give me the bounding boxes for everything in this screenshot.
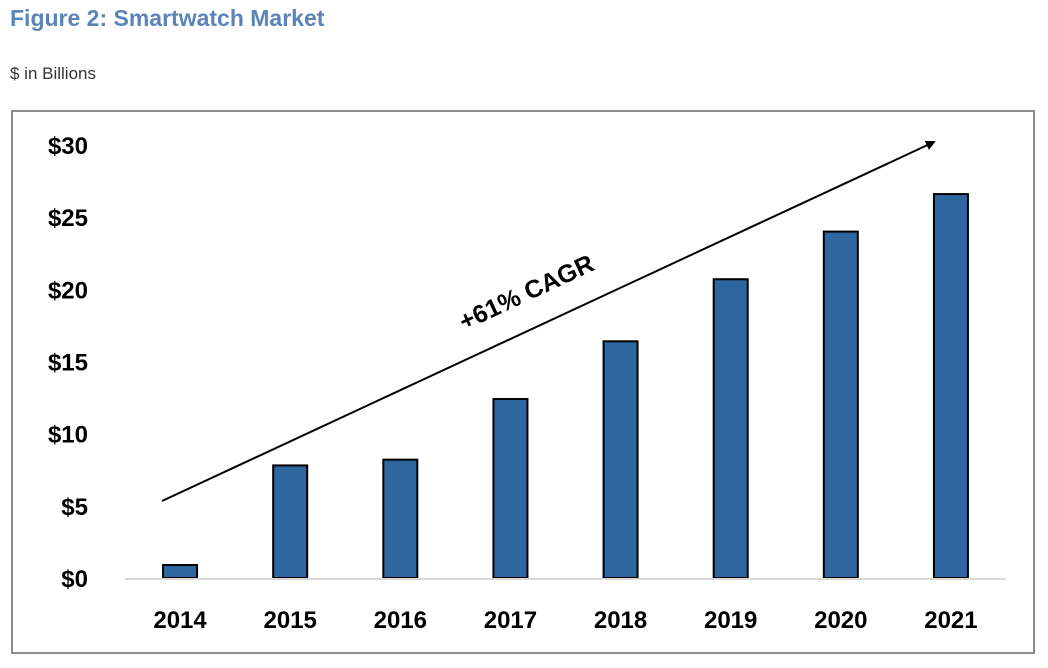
y-tick-label: $0 xyxy=(61,566,88,593)
y-tick-label: $30 xyxy=(48,133,88,160)
y-tick-label: $10 xyxy=(48,422,88,449)
cagr-annotation: +61% CAGR xyxy=(455,249,598,336)
bar-2021 xyxy=(932,193,969,579)
x-tick-label: 2021 xyxy=(924,607,977,634)
x-tick-label: 2014 xyxy=(153,607,207,634)
x-tick-label: 2018 xyxy=(594,607,647,634)
bar-2014 xyxy=(162,564,199,580)
x-tick-label: 2017 xyxy=(484,607,537,634)
cagr-arrow xyxy=(161,140,936,502)
figure-title: Figure 2: Smartwatch Market xyxy=(10,5,325,31)
bar-2017 xyxy=(492,398,529,579)
x-tick-label: 2020 xyxy=(814,607,867,634)
bar-2015 xyxy=(272,464,309,580)
bar-2016 xyxy=(382,458,419,579)
y-axis-tick-labels: $0 $5 $10 $15 $20 $25 $30 xyxy=(48,133,88,593)
bars xyxy=(162,193,969,580)
y-tick-label: $20 xyxy=(48,277,88,304)
x-tick-label: 2016 xyxy=(374,607,427,634)
bar-2020 xyxy=(822,230,859,579)
y-tick-label: $5 xyxy=(61,494,88,521)
bar-2018 xyxy=(602,340,639,579)
x-tick-label: 2015 xyxy=(263,607,316,634)
x-tick-label: 2019 xyxy=(704,607,757,634)
x-axis-tick-labels: 2014 2015 2016 2017 2018 2019 2020 2021 xyxy=(153,607,977,634)
figure-subtitle: $ in Billions xyxy=(10,64,96,83)
y-tick-label: $15 xyxy=(48,350,88,377)
bar-2019 xyxy=(712,278,749,579)
y-tick-label: $25 xyxy=(48,205,88,232)
